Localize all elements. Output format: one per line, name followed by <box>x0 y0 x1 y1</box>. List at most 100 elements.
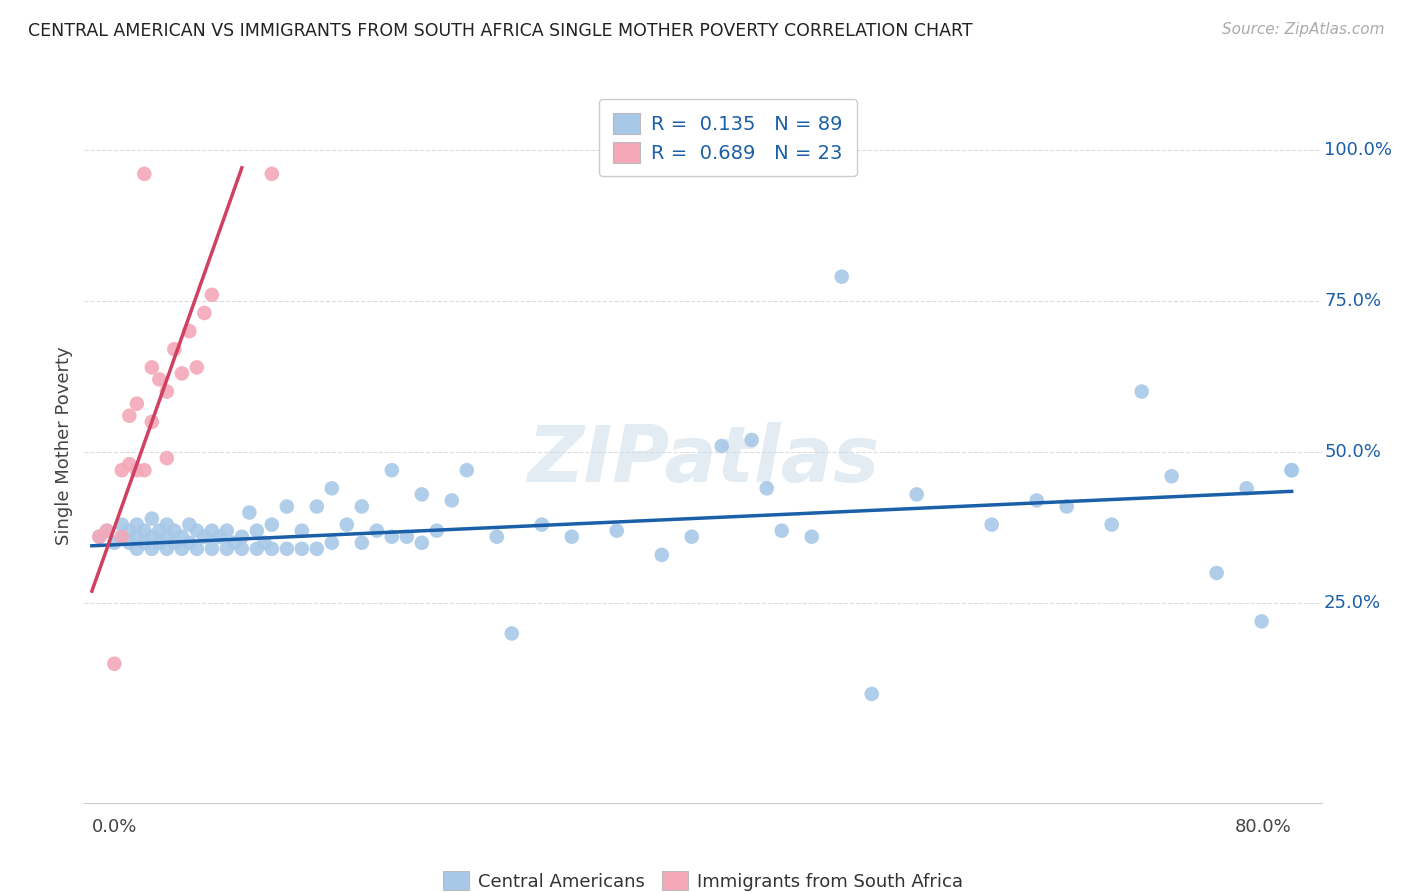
Point <box>118 457 141 471</box>
Point <box>238 506 260 520</box>
Point <box>111 530 134 544</box>
Point <box>381 463 404 477</box>
Point <box>381 530 404 544</box>
Point <box>1236 481 1258 495</box>
Y-axis label: Single Mother Poverty: Single Mother Poverty <box>55 347 73 545</box>
Point <box>291 541 314 556</box>
Text: 0.0%: 0.0% <box>91 818 138 836</box>
Point <box>336 517 359 532</box>
Point <box>156 384 179 399</box>
Point <box>215 541 238 556</box>
Point <box>276 500 298 514</box>
Point <box>186 360 208 375</box>
Point <box>426 524 449 538</box>
Point <box>411 535 433 549</box>
Text: CENTRAL AMERICAN VS IMMIGRANTS FROM SOUTH AFRICA SINGLE MOTHER POVERTY CORRELATI: CENTRAL AMERICAN VS IMMIGRANTS FROM SOUT… <box>28 22 973 40</box>
Point <box>485 530 508 544</box>
Point <box>215 524 238 538</box>
Point <box>770 524 793 538</box>
Point <box>134 535 156 549</box>
Point <box>163 343 186 357</box>
Point <box>193 530 215 544</box>
Text: 25.0%: 25.0% <box>1324 594 1381 612</box>
Point <box>1281 463 1303 477</box>
Point <box>411 487 433 501</box>
Point <box>276 541 298 556</box>
Point <box>201 288 224 302</box>
Point <box>350 500 373 514</box>
Point <box>125 463 148 477</box>
Point <box>134 524 156 538</box>
Point <box>111 530 134 544</box>
Point <box>89 530 111 544</box>
Point <box>118 409 141 423</box>
Text: ZIPatlas: ZIPatlas <box>527 422 879 499</box>
Point <box>755 481 778 495</box>
Point <box>156 541 179 556</box>
Point <box>201 524 224 538</box>
Point <box>148 524 170 538</box>
Point <box>163 524 186 538</box>
Point <box>561 530 583 544</box>
Point <box>305 500 328 514</box>
Point <box>103 657 125 671</box>
Point <box>606 524 628 538</box>
Point <box>456 463 478 477</box>
Point <box>501 626 523 640</box>
Point <box>118 524 141 538</box>
Point <box>201 541 224 556</box>
Point <box>224 535 246 549</box>
Point <box>186 524 208 538</box>
Point <box>291 524 314 538</box>
Text: 50.0%: 50.0% <box>1324 443 1381 461</box>
Point <box>530 517 553 532</box>
Point <box>1130 384 1153 399</box>
Point <box>253 535 276 549</box>
Point <box>186 541 208 556</box>
Point <box>118 535 141 549</box>
Point <box>651 548 673 562</box>
Point <box>156 530 179 544</box>
Point <box>305 541 328 556</box>
Point <box>179 517 201 532</box>
Point <box>125 397 148 411</box>
Point <box>231 541 253 556</box>
Text: 80.0%: 80.0% <box>1234 818 1292 836</box>
Point <box>125 541 148 556</box>
Point <box>1281 463 1303 477</box>
Point <box>141 530 163 544</box>
Text: 100.0%: 100.0% <box>1324 141 1392 159</box>
Point <box>111 463 134 477</box>
Point <box>1160 469 1182 483</box>
Point <box>89 530 111 544</box>
Point <box>710 439 733 453</box>
Point <box>125 517 148 532</box>
Point <box>440 493 463 508</box>
Point <box>831 269 853 284</box>
Point <box>260 167 283 181</box>
Point <box>860 687 883 701</box>
Point <box>156 517 179 532</box>
Point <box>246 541 269 556</box>
Point <box>111 517 134 532</box>
Point <box>246 524 269 538</box>
Point <box>800 530 823 544</box>
Point <box>170 541 193 556</box>
Point <box>179 324 201 338</box>
Point <box>141 415 163 429</box>
Point <box>208 530 231 544</box>
Point <box>321 535 343 549</box>
Point <box>179 535 201 549</box>
Text: Source: ZipAtlas.com: Source: ZipAtlas.com <box>1222 22 1385 37</box>
Point <box>141 360 163 375</box>
Point <box>741 433 763 447</box>
Point <box>260 541 283 556</box>
Point <box>141 541 163 556</box>
Point <box>905 487 928 501</box>
Point <box>1056 500 1078 514</box>
Point <box>96 524 118 538</box>
Point <box>125 530 148 544</box>
Point <box>163 535 186 549</box>
Point <box>395 530 418 544</box>
Point <box>980 517 1002 532</box>
